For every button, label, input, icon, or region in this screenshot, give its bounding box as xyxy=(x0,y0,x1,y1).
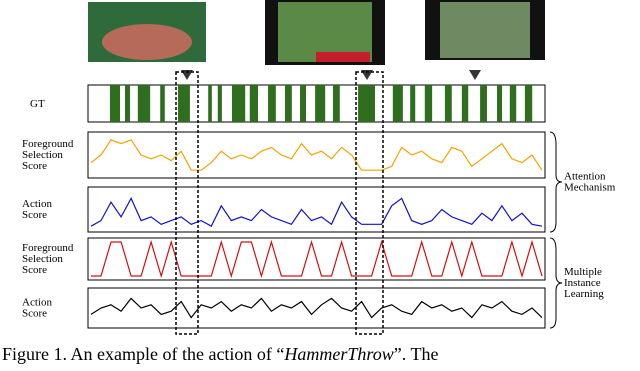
panel-frame xyxy=(87,287,546,329)
gt-segment xyxy=(509,85,517,122)
gt-segment xyxy=(524,85,533,122)
caption-text: Figure 1. An example of the action of “ xyxy=(2,344,284,364)
row-label: Action xyxy=(22,198,52,210)
gt-segment xyxy=(231,85,246,122)
row-label: Foreground xyxy=(22,138,74,150)
caption-text: ”. The xyxy=(394,344,439,364)
score-line xyxy=(90,139,543,171)
group-label: Multiple xyxy=(564,266,602,278)
gt-segment xyxy=(249,85,259,122)
gt-segment xyxy=(444,85,452,122)
gt-segment xyxy=(217,85,222,122)
gt-segment xyxy=(410,85,416,122)
marker xyxy=(469,70,481,80)
group-label: Instance xyxy=(564,277,601,289)
row-label: Action xyxy=(22,297,52,309)
row-label: GT xyxy=(30,98,45,110)
panel-frame xyxy=(87,186,546,233)
panel-frame xyxy=(87,131,546,179)
gt-segment xyxy=(424,85,433,122)
row-label: Selection xyxy=(22,149,63,161)
score-line xyxy=(90,197,543,228)
highlight-box xyxy=(175,71,199,335)
gt-segment xyxy=(300,85,306,122)
gt-segment xyxy=(125,85,131,122)
gt-segment xyxy=(461,85,469,122)
gt-segment xyxy=(480,85,487,122)
row-label: Score xyxy=(22,209,47,221)
gt-segment xyxy=(160,85,165,122)
gt-segment xyxy=(137,85,151,122)
gt-segment xyxy=(268,85,276,122)
group-label: Mechanism xyxy=(564,182,616,194)
gt-segment xyxy=(284,85,292,122)
highlight-box xyxy=(355,71,384,335)
row-label: Foreground xyxy=(22,242,74,254)
thumbnail xyxy=(440,2,530,58)
gt-segment xyxy=(497,85,503,122)
row-label: Selection xyxy=(22,253,63,265)
thumbnail-detail xyxy=(102,24,192,60)
gt-segment xyxy=(392,85,403,122)
score-line xyxy=(91,239,543,279)
group-label: Learning xyxy=(564,288,604,300)
caption: Figure 1. An example of the action of “H… xyxy=(2,344,438,364)
brace xyxy=(549,237,563,329)
row-label: Score xyxy=(22,160,47,172)
row-label: Score xyxy=(22,264,47,276)
gt-segment xyxy=(208,85,212,122)
gt-segment xyxy=(178,85,190,122)
gt-segment xyxy=(358,85,375,122)
row-label: Score xyxy=(22,308,47,320)
gt-segment xyxy=(332,85,340,122)
brace xyxy=(549,131,563,233)
plots: GTForegroundSelectionScoreActionScoreFor… xyxy=(22,84,616,329)
score-line xyxy=(90,297,543,319)
thumbnail-detail xyxy=(316,52,370,62)
gt-segment xyxy=(109,85,120,122)
gt-segment xyxy=(315,85,326,122)
group-label: Attention xyxy=(564,171,606,183)
caption-italic: HammerThrow xyxy=(283,344,393,364)
